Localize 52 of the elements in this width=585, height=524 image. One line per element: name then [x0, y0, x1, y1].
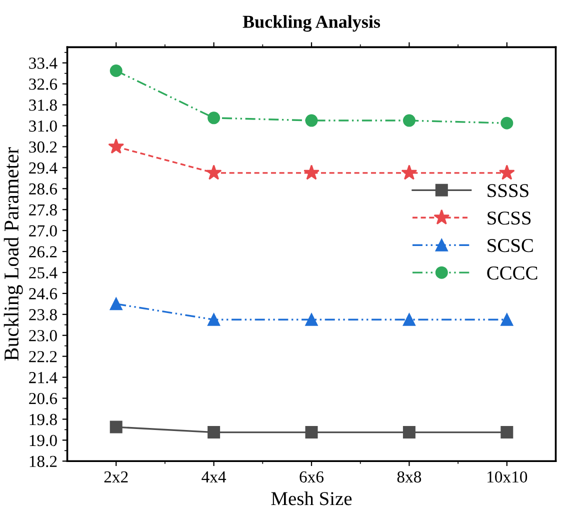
y-tick-label: 24.6	[29, 288, 58, 300]
point	[206, 164, 222, 180]
y-axis-title: Buckling Load Parameter	[4, 147, 23, 361]
y-tick-label: 31.0	[29, 120, 57, 132]
y-tick-label: 25.4	[29, 267, 58, 278]
y-tick-label: 22.2	[29, 351, 57, 362]
point	[304, 164, 320, 180]
y-tick-label: 19.0	[30, 434, 57, 446]
y-tick-label: 21.4	[29, 372, 58, 384]
point	[500, 116, 514, 130]
legend-label: SCSS	[488, 212, 531, 225]
chart-title: Buckling Analysis	[242, 15, 380, 32]
x-tick-label: 10x10	[488, 471, 528, 483]
y-tick-label: 19.8	[30, 414, 57, 426]
y-tick-label: 23.0	[29, 330, 57, 342]
point	[402, 426, 416, 439]
y-tick-label: 28.6	[29, 183, 58, 195]
y-tick-label: 27.0	[29, 225, 57, 237]
point	[401, 164, 418, 180]
point	[498, 164, 515, 180]
point	[305, 313, 318, 326]
x-tick-label: 8x8	[397, 471, 422, 483]
point	[402, 114, 416, 127]
y-tick-label: 23.8	[29, 309, 57, 320]
point	[208, 426, 220, 439]
point	[208, 112, 220, 124]
y-tick-label: 32.6	[29, 78, 58, 90]
y-tick-label: 20.6	[29, 392, 58, 404]
point	[110, 64, 122, 77]
point	[500, 426, 514, 439]
point	[305, 426, 318, 439]
y-tick-label: 26.2	[29, 246, 57, 258]
x-tick-label: 2x2	[104, 471, 128, 482]
point	[110, 420, 122, 434]
y-tick-label: 27.8	[29, 204, 57, 216]
point	[402, 313, 416, 326]
legend-label: CCCC	[487, 266, 538, 280]
y-tick-label: 29.4	[29, 162, 58, 174]
x-axis-title: Mesh Size	[271, 492, 352, 506]
x-tick-label: 4x4	[202, 471, 226, 482]
y-tick-label: 18.2	[30, 456, 57, 468]
x-tick-label: 6x6	[300, 471, 324, 483]
point	[110, 298, 122, 310]
y-tick-label: 31.8	[29, 100, 57, 111]
point	[305, 114, 318, 127]
y-tick-label: 30.2	[29, 141, 57, 153]
point	[108, 138, 124, 154]
y-tick-label: 33.4	[29, 58, 58, 69]
legend-label: SCSC	[488, 239, 533, 252]
legend-label: SSSS	[488, 184, 528, 198]
point	[208, 313, 220, 326]
point	[500, 313, 514, 326]
